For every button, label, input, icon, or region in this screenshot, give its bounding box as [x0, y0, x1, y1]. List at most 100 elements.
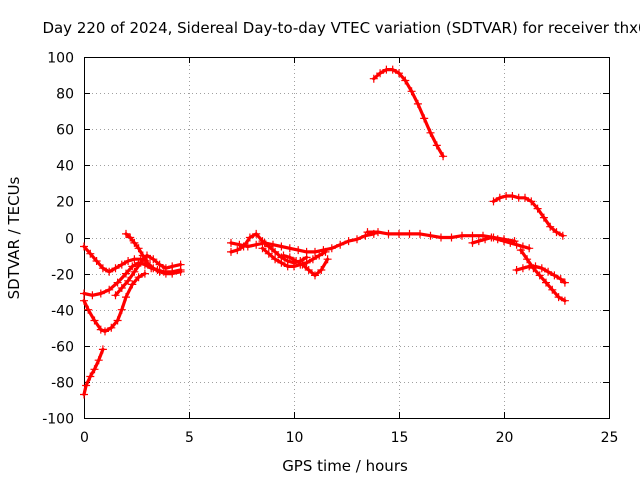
- data-point-marker: [122, 293, 130, 302]
- data-point-marker: [323, 255, 332, 264]
- data-point-marker: [512, 266, 521, 274]
- y-tick-label: -80: [51, 376, 74, 392]
- series-track-1: [80, 345, 107, 399]
- series-line: [470, 235, 531, 250]
- data-point-marker: [493, 235, 502, 244]
- data-point-marker: [376, 69, 385, 78]
- data-point-marker: [101, 327, 109, 336]
- data-point-marker: [426, 128, 435, 137]
- series-layer: [80, 65, 569, 399]
- chart-title: Day 220 of 2024, Sidereal Day-to-day VTE…: [42, 19, 640, 37]
- x-tick-label: 15: [391, 430, 409, 446]
- y-tick-label: -100: [42, 412, 74, 428]
- series-track-14: [516, 246, 569, 305]
- data-point-marker: [124, 257, 133, 265]
- data-point-marker: [416, 229, 424, 238]
- data-point-marker: [336, 240, 345, 249]
- data-point-marker: [155, 260, 164, 269]
- data-point-marker: [468, 238, 477, 247]
- data-point-marker: [90, 365, 99, 374]
- y-tick-label: 100: [47, 51, 74, 67]
- data-point-marker: [489, 197, 498, 206]
- data-point-marker: [258, 244, 267, 253]
- data-point-marker: [544, 267, 553, 276]
- data-point-marker: [556, 275, 565, 283]
- data-point-marker: [130, 267, 139, 276]
- y-axis-label: SDTVAR / TECUs: [5, 176, 23, 299]
- data-point-marker: [474, 237, 483, 246]
- data-point-marker: [516, 246, 525, 255]
- data-point-marker: [527, 197, 536, 206]
- data-point-marker: [155, 267, 164, 276]
- data-point-marker: [546, 222, 555, 231]
- series-line: [82, 272, 147, 333]
- data-point-marker: [98, 345, 107, 354]
- data-point-marker: [311, 247, 319, 256]
- data-point-marker: [395, 229, 403, 238]
- data-point-marker: [149, 255, 158, 264]
- data-point-marker: [124, 276, 133, 285]
- y-tick-label: -40: [51, 304, 74, 320]
- data-point-marker: [92, 257, 101, 265]
- data-point-marker: [539, 213, 548, 222]
- data-point-marker: [105, 285, 114, 294]
- data-point-marker: [98, 264, 107, 273]
- data-point-marker: [401, 76, 410, 85]
- data-point-marker: [122, 269, 130, 278]
- data-point-marker: [304, 266, 313, 274]
- data-point-marker: [176, 260, 185, 269]
- series-track-10: [279, 251, 332, 280]
- data-point-marker: [535, 271, 544, 280]
- series-track-6: [111, 251, 185, 300]
- data-point-marker: [80, 390, 88, 399]
- data-point-marker: [285, 244, 294, 253]
- data-point-marker: [315, 251, 324, 260]
- data-point-marker: [395, 69, 403, 78]
- data-point-marker: [111, 264, 120, 273]
- data-point-marker: [548, 285, 557, 294]
- data-point-marker: [269, 240, 277, 249]
- series-track-4: [80, 258, 185, 300]
- data-point-marker: [495, 193, 504, 202]
- x-tick-label: 20: [496, 430, 514, 446]
- y-tick-label: -60: [51, 340, 74, 356]
- data-point-marker: [506, 238, 515, 247]
- data-point-marker: [560, 278, 569, 287]
- data-point-marker: [521, 193, 529, 202]
- data-point-marker: [245, 233, 254, 242]
- data-point-marker: [311, 271, 319, 280]
- data-point-marker: [117, 284, 126, 292]
- series-line: [372, 67, 445, 158]
- data-point-marker: [292, 257, 301, 265]
- data-point-marker: [426, 231, 435, 240]
- data-point-marker: [111, 291, 120, 300]
- data-point-marker: [542, 278, 550, 287]
- data-point-marker: [126, 233, 135, 242]
- data-point-marker: [117, 260, 126, 269]
- data-point-marker: [122, 229, 130, 238]
- y-tick-label: 80: [56, 87, 74, 103]
- data-point-marker: [105, 267, 114, 276]
- data-point-marker: [294, 246, 303, 255]
- data-point-marker: [533, 204, 542, 213]
- data-point-marker: [560, 296, 569, 305]
- series-track-2: [80, 269, 149, 336]
- data-point-marker: [468, 231, 477, 240]
- data-point-marker: [437, 233, 445, 242]
- data-point-marker: [264, 249, 273, 258]
- data-point-marker: [447, 233, 456, 242]
- series-track-5: [122, 229, 185, 278]
- data-point-marker: [149, 264, 158, 273]
- y-tick-label: 20: [56, 195, 74, 211]
- data-point-marker: [86, 249, 95, 258]
- data-point-marker: [388, 65, 397, 74]
- data-point-marker: [327, 244, 336, 253]
- data-point-marker: [537, 264, 546, 273]
- series-track-11: [363, 228, 519, 246]
- x-tick-label: 10: [286, 430, 304, 446]
- data-point-marker: [271, 247, 280, 256]
- data-point-marker: [128, 280, 137, 289]
- data-point-marker: [458, 231, 466, 240]
- data-point-marker: [298, 260, 307, 269]
